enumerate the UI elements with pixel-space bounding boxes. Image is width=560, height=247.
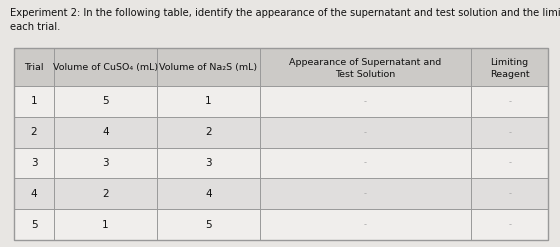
Text: -: - bbox=[508, 97, 511, 106]
Bar bbox=[14, 178, 548, 209]
Bar bbox=[14, 209, 548, 240]
Bar bbox=[14, 86, 548, 117]
Text: 1: 1 bbox=[205, 96, 212, 106]
Text: 4: 4 bbox=[205, 189, 212, 199]
Text: -: - bbox=[508, 220, 511, 229]
Text: Reagent: Reagent bbox=[490, 69, 529, 79]
Text: 5: 5 bbox=[102, 96, 109, 106]
Text: Test Solution: Test Solution bbox=[335, 69, 396, 79]
Text: 1: 1 bbox=[102, 220, 109, 230]
Bar bbox=[14, 48, 548, 240]
Text: 5: 5 bbox=[31, 220, 38, 230]
Text: -: - bbox=[508, 189, 511, 198]
Text: Limiting: Limiting bbox=[491, 58, 529, 66]
Text: 2: 2 bbox=[205, 127, 212, 137]
Bar bbox=[14, 117, 548, 148]
Text: Volume of CuSO₄ (mL): Volume of CuSO₄ (mL) bbox=[53, 62, 158, 71]
Text: -: - bbox=[364, 189, 367, 198]
Bar bbox=[14, 148, 548, 178]
Text: Appearance of Supernatant and: Appearance of Supernatant and bbox=[290, 58, 442, 66]
Text: 2: 2 bbox=[102, 189, 109, 199]
Text: 3: 3 bbox=[102, 158, 109, 168]
Text: -: - bbox=[364, 220, 367, 229]
Text: 5: 5 bbox=[205, 220, 212, 230]
Text: -: - bbox=[508, 128, 511, 137]
Text: Trial: Trial bbox=[24, 62, 44, 71]
Text: 4: 4 bbox=[102, 127, 109, 137]
Bar bbox=[14, 48, 548, 86]
Text: 1: 1 bbox=[31, 96, 38, 106]
Text: -: - bbox=[364, 97, 367, 106]
Text: Volume of Na₂S (mL): Volume of Na₂S (mL) bbox=[160, 62, 258, 71]
Text: -: - bbox=[364, 159, 367, 167]
Text: 4: 4 bbox=[31, 189, 38, 199]
Text: -: - bbox=[508, 159, 511, 167]
Text: -: - bbox=[364, 128, 367, 137]
Text: Experiment 2: In the following table, identify the appearance of the supernatant: Experiment 2: In the following table, id… bbox=[10, 8, 560, 32]
Text: 2: 2 bbox=[31, 127, 38, 137]
Text: 3: 3 bbox=[205, 158, 212, 168]
Text: 3: 3 bbox=[31, 158, 38, 168]
